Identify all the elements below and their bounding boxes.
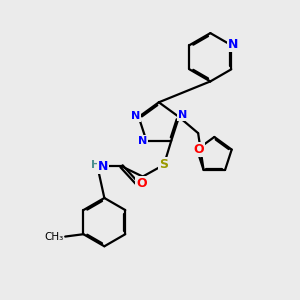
- Text: N: N: [130, 111, 140, 122]
- Text: O: O: [136, 177, 147, 190]
- Text: N: N: [228, 38, 238, 51]
- Text: N: N: [98, 160, 109, 173]
- Text: H: H: [91, 160, 101, 170]
- Text: N: N: [138, 136, 148, 146]
- Text: O: O: [193, 143, 204, 156]
- Text: S: S: [159, 158, 168, 171]
- Text: N: N: [178, 110, 187, 121]
- Text: CH₃: CH₃: [44, 232, 64, 242]
